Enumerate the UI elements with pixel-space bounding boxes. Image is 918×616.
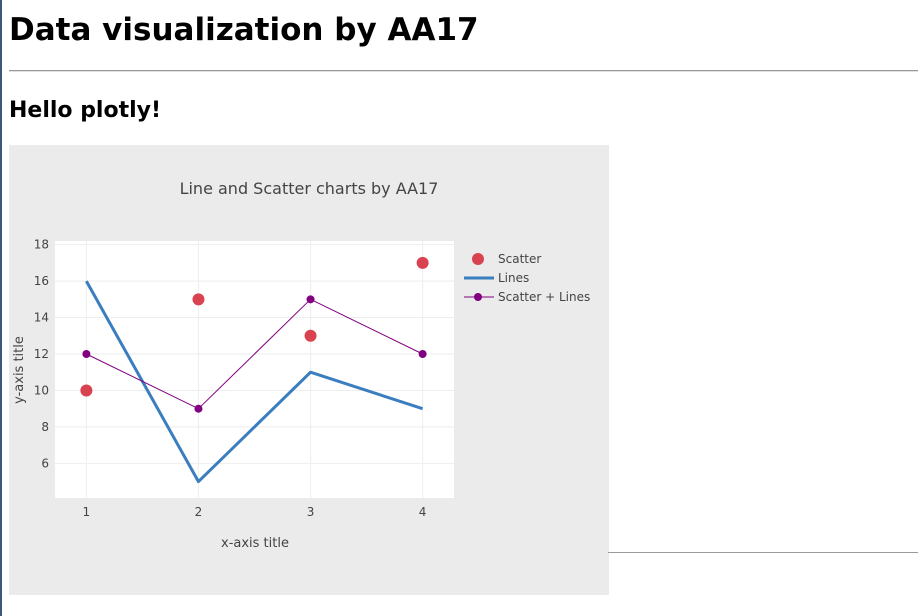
legend-label: Lines [498, 271, 529, 285]
grid-lines [55, 241, 454, 498]
x-tick-label: 1 [83, 505, 91, 519]
series-scatter [80, 256, 429, 397]
legend-marker [472, 253, 484, 265]
x-tick-label: 3 [307, 505, 315, 519]
y-tick-label: 10 [34, 383, 49, 397]
x-axis-title: x-axis title [221, 536, 289, 551]
legend-marker [474, 293, 482, 301]
bottom-divider [608, 552, 918, 553]
y-tick-label: 16 [34, 274, 49, 288]
legend-label: Scatter [498, 252, 541, 266]
data-point [82, 350, 91, 359]
data-point [418, 350, 427, 359]
data-point [416, 256, 429, 269]
y-tick-label: 6 [41, 456, 49, 470]
data-point [194, 404, 203, 413]
legend-item-lines[interactable]: Lines [464, 271, 529, 285]
y-tick-label: 18 [34, 238, 49, 252]
y-tick-label: 12 [34, 347, 49, 361]
x-tick-label: 2 [195, 505, 203, 519]
x-tick-label: 4 [419, 505, 427, 519]
legend-item-scatter-lines[interactable]: Scatter + Lines [464, 290, 590, 304]
x-tick-labels: 1 2 3 4 [83, 505, 427, 519]
page-title: Data visualization by AA17 [9, 12, 479, 48]
y-tick-labels: 6 8 10 12 14 16 18 [34, 238, 49, 471]
data-point [192, 293, 205, 306]
y-axis-title: y-axis title [12, 336, 27, 404]
legend-label: Scatter + Lines [498, 290, 590, 304]
y-tick-label: 8 [41, 420, 49, 434]
series-line [86, 298, 423, 410]
plot-area[interactable] [55, 241, 454, 498]
top-divider [9, 70, 918, 72]
chart-traces [80, 256, 429, 484]
data-point [304, 329, 317, 342]
legend[interactable]: Scatter Lines Scatter + Lines [464, 252, 590, 304]
y-tick-label: 14 [34, 311, 49, 325]
page-subtitle: Hello plotly! [9, 98, 162, 123]
data-point [80, 384, 93, 397]
series-scatter-lines [82, 295, 427, 413]
legend-item-scatter[interactable]: Scatter [472, 252, 541, 266]
data-point [306, 295, 315, 304]
chart-title: Line and Scatter charts by AA17 [180, 179, 439, 198]
window-left-edge [0, 0, 2, 616]
